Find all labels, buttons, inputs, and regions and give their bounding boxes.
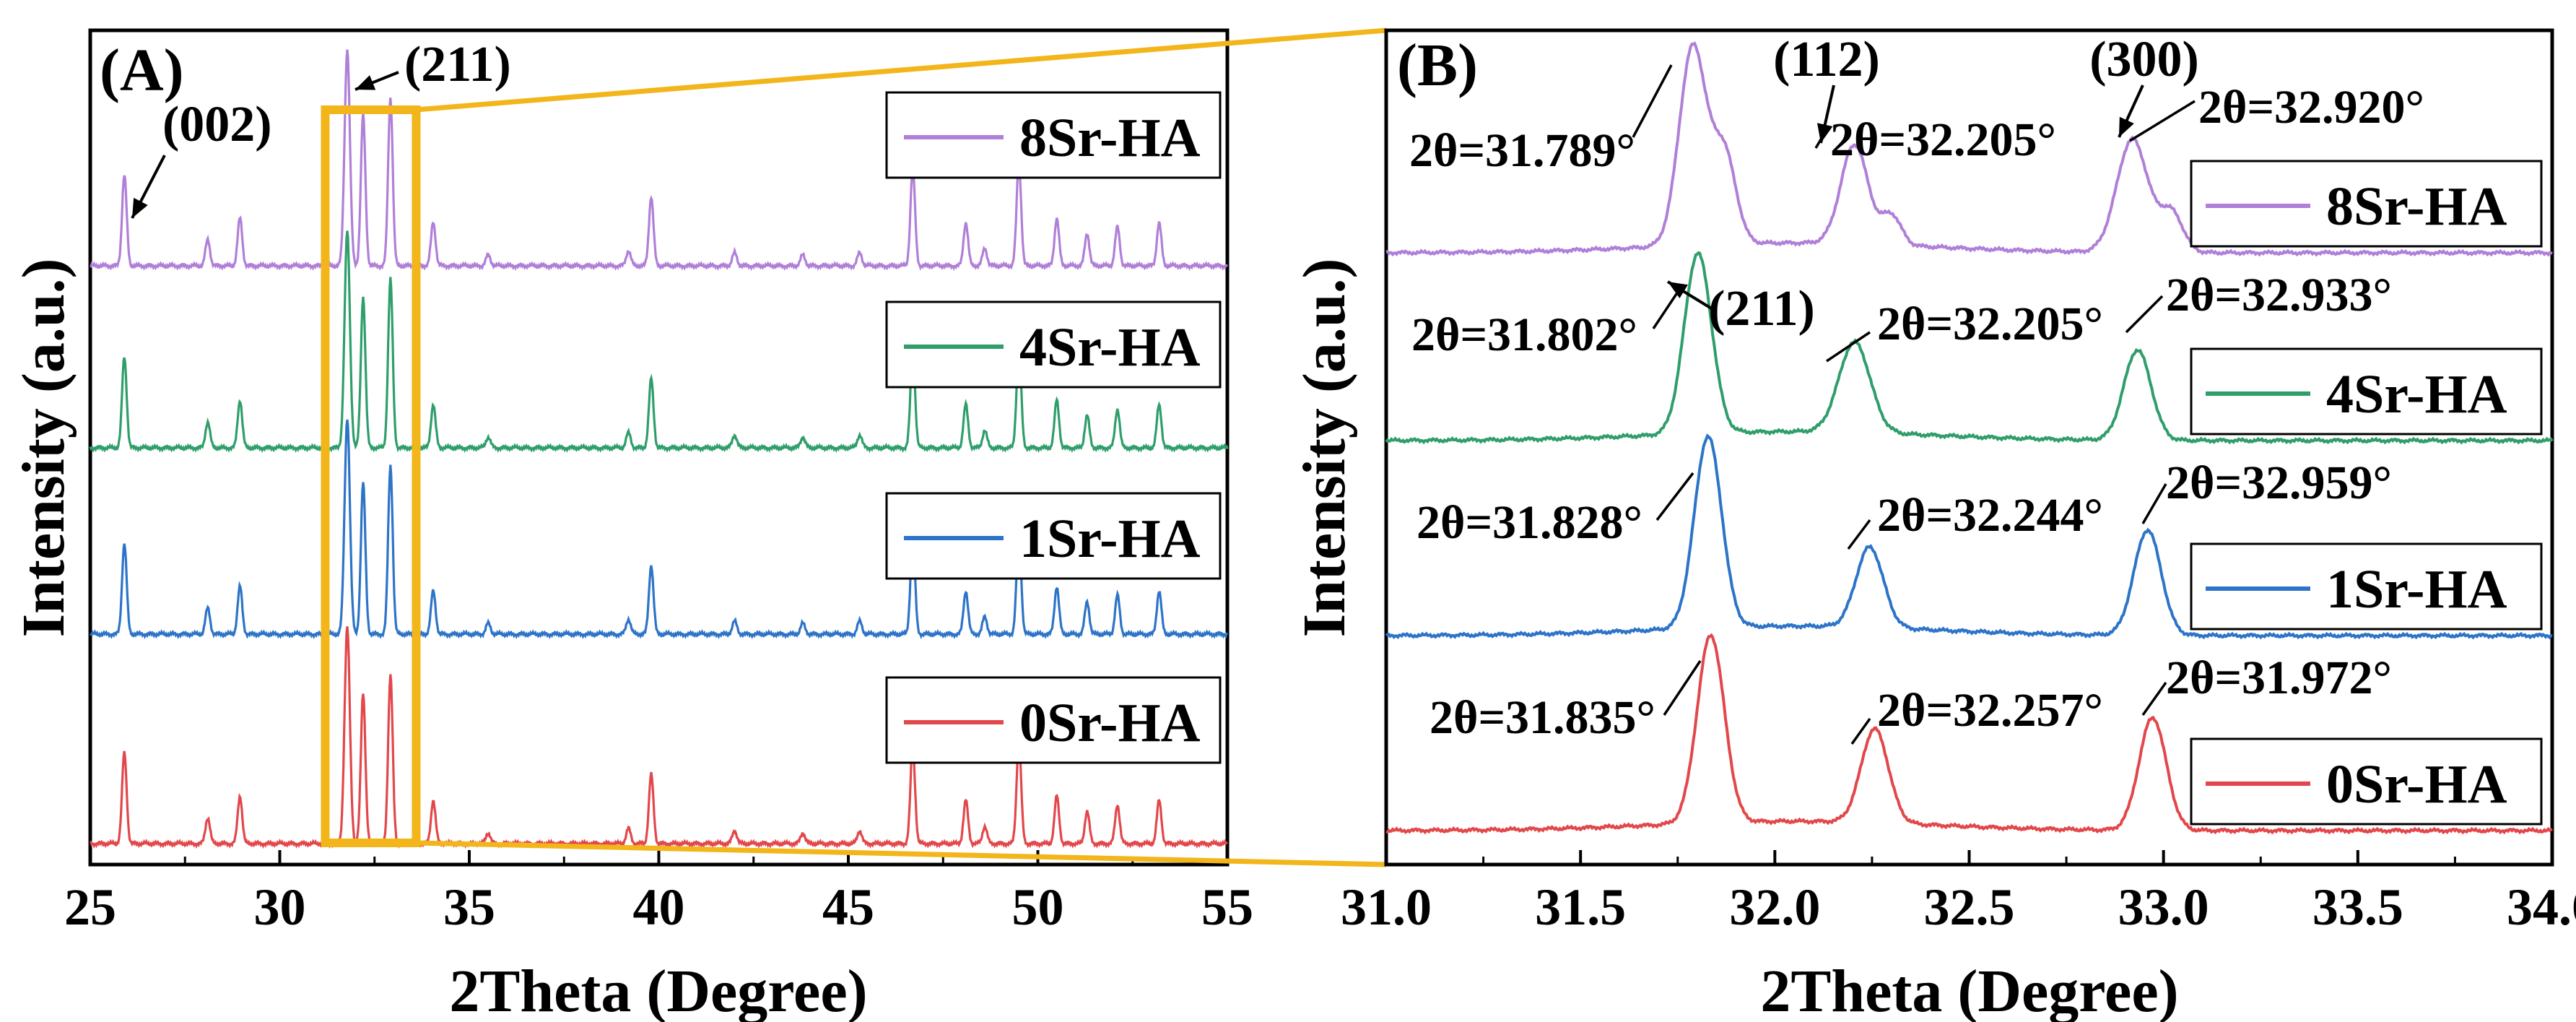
series-8sr-ha-line [90,49,1229,272]
peak-label-8sr-ha-1-leader [1632,64,1673,138]
series-1sr-ha-line [89,419,1228,640]
peak-label-4sr-ha-2-leader [1826,331,1871,363]
x-tick-label-33.5: 33.5 [2312,878,2403,936]
peak-label-1sr-ha-1: 2θ=31.828° [1417,496,1642,549]
panel-a-legend: 8Sr-HA 4Sr-HA 1Sr-HA 0Sr-HA [885,91,1222,764]
legend-label-8sr-ha: 8Sr-HA [1019,108,1201,168]
legend-label-1sr-ha: 1Sr-HA [1019,508,1201,569]
panel-a: (A) 25 30 35 40 45 50 55 8Sr-HA 4Sr-HA 1Sr-HA 0Sr… [10,28,1253,1022]
panel-b-curves [1385,41,2554,835]
series-1sr-ha-zoom-line [1385,433,2553,640]
series-0sr-ha-zoom-line [1385,633,2553,835]
legend-label-1sr-ha-b: 1Sr-HA [2326,559,2507,620]
series-8sr-ha-zoom-line [1385,41,2553,257]
panel-b-x-axis: 31.0 31.5 32.0 32.5 33.0 33.5 34.0 [1341,850,2576,936]
peak-label-4sr-ha-3-leader [2125,295,2164,334]
peak-label-1sr-ha-3-leader [2141,483,2167,524]
series-0sr-ha-line [90,626,1228,849]
hkl-300: (300) [2089,32,2199,87]
series-4sr-ha-zoom-line [1385,251,2554,445]
x-tick-label-35: 35 [443,878,495,936]
x-tick-label-31.5: 31.5 [1535,878,1626,936]
peak-label-4sr-ha-1: 2θ=31.802° [1411,308,1637,361]
peak-label-1sr-ha-3: 2θ=32.959° [2166,456,2392,509]
x-tick-label-25: 25 [64,878,116,936]
hkl-300-arrow-head [2119,116,2134,137]
peak-label-4sr-ha-2: 2θ=32.205° [1877,298,2103,350]
legend-box-8sr-ha-b [2190,160,2543,248]
peak-label-4sr-ha-3: 2θ=32.933° [2166,269,2392,321]
x-tick-label-31.0: 31.0 [1341,878,1432,936]
legend-label-4sr-ha: 4Sr-HA [1019,317,1201,378]
peak-label-0sr-ha-1: 2θ=31.835° [1430,691,1655,744]
x-tick-label-30: 30 [254,878,306,936]
hkl-211: (211) [1708,281,1815,337]
panel-b-ylabel: Intensity (a.u.) [1291,258,1358,637]
panel-b: (B) 31.0 31.5 32.0 32.5 33.0 33.5 34.0 8Sr-HA 4… [1291,28,2576,1022]
peak-label-8sr-ha-2-leader [1814,135,1824,149]
panel-a-label: (A) [100,37,184,104]
panel-b-label: (B) [1397,32,1478,99]
legend-label-0sr-ha-b: 0Sr-HA [2326,754,2507,815]
peak-label-8sr-ha-2: 2θ=32.205° [1830,113,2056,166]
annotation-211: (211) [404,37,511,92]
x-tick-label-45: 45 [822,878,874,936]
x-tick-label-40: 40 [633,878,685,936]
annotation-211-arrow-head [355,75,376,90]
panel-b-legend: 8Sr-HA 4Sr-HA 1Sr-HA 0Sr-HA [2190,160,2543,826]
annotation-002: (002) [162,97,272,152]
legend-label-8sr-ha-b: 8Sr-HA [2326,176,2507,237]
peak-label-1sr-ha-2: 2θ=32.244° [1877,489,2103,542]
zoom-indicator [321,27,1387,867]
panel-a-xlabel: 2Theta (Degree) [449,958,867,1022]
x-tick-label-55: 55 [1201,878,1253,936]
x-tick-label-32.5: 32.5 [1924,878,2015,936]
panel-a-x-axis: 25 30 35 40 45 50 55 [64,850,1253,936]
peak-label-8sr-ha-1: 2θ=31.789° [1409,124,1635,177]
peak-label-8sr-ha-3-leader [2129,100,2196,142]
panel-a-annotations: (002) (211) [131,37,511,219]
panel-b-annotations: (112) (300) (211) 2θ=31.789° 2θ=32.205° 2θ=32… [1409,32,2424,745]
x-tick-label-33.0: 33.0 [2118,878,2209,936]
panel-a-ylabel: Intensity (a.u.) [10,258,77,637]
peak-label-8sr-ha-3: 2θ=32.920° [2198,81,2424,134]
series-4sr-ha-line [89,230,1229,454]
legend-box-1sr-ha-b [2190,542,2543,631]
peak-label-0sr-ha-2: 2θ=32.257° [1877,684,2103,737]
panel-a-curves [89,49,1229,849]
panel-b-xlabel: 2Theta (Degree) [1760,958,2178,1022]
peak-label-0sr-ha-3-leader [2141,681,2167,716]
peak-label-0sr-ha-3: 2θ=31.972° [2166,651,2392,704]
zoom-connector-bottom [416,840,1387,867]
x-tick-label-50: 50 [1012,878,1064,936]
peak-label-4sr-ha-1-leader [1652,285,1684,329]
peak-label-1sr-ha-1-leader [1655,472,1694,521]
hkl-112: (112) [1773,32,1880,87]
x-tick-label-32.0: 32.0 [1729,878,1820,936]
legend-label-4sr-ha-b: 4Sr-HA [2326,364,2507,425]
annotation-002-arrow-head [132,197,148,218]
legend-label-0sr-ha: 0Sr-HA [1019,693,1201,753]
highlight-box [321,105,421,847]
x-tick-label-34.0: 34.0 [2507,878,2576,936]
peak-label-1sr-ha-2-leader [1847,519,1871,550]
zoom-connector-top [416,27,1387,113]
peak-label-0sr-ha-2-leader [1850,717,1871,745]
peak-label-0sr-ha-1-leader [1663,660,1702,716]
